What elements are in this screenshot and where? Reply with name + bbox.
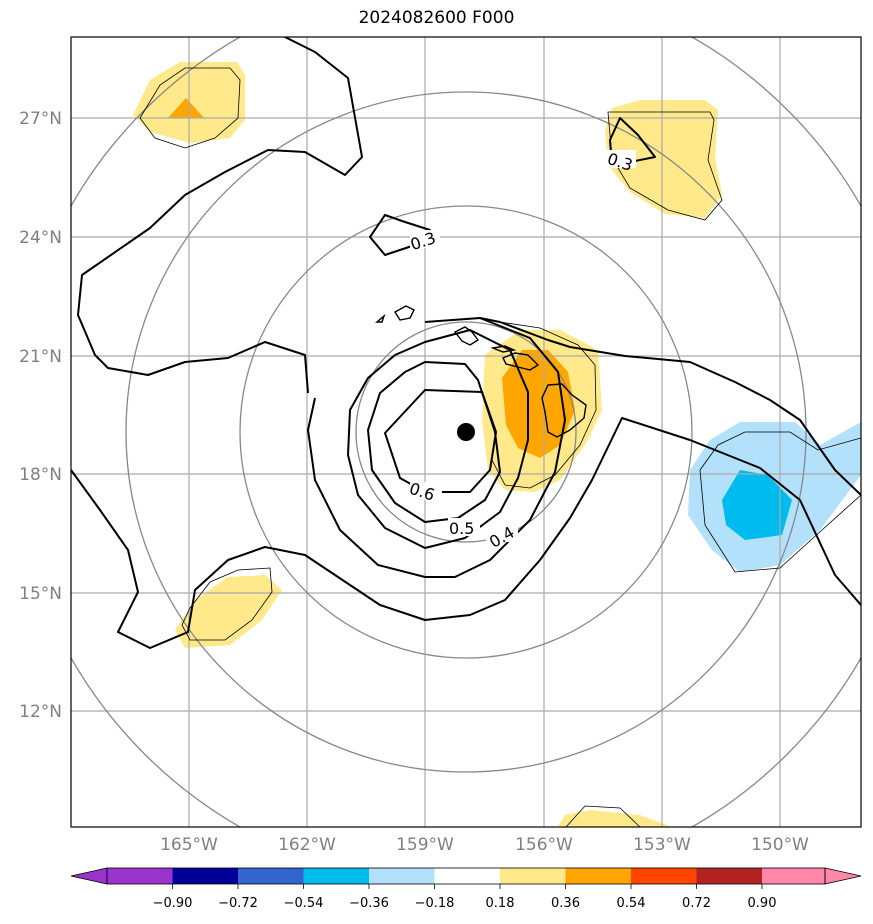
lon-label: 153°W bbox=[633, 835, 691, 855]
lat-label: 21°N bbox=[19, 347, 62, 367]
lat-label: 24°N bbox=[19, 228, 62, 248]
colorbar-tick-label: 0.72 bbox=[682, 896, 711, 911]
island-hawaii bbox=[541, 383, 587, 438]
map-title: 2024082600 F000 bbox=[358, 8, 515, 28]
fill-orange-center bbox=[502, 350, 575, 458]
colorbar-tick-label: −0.54 bbox=[284, 896, 324, 911]
lon-label: 150°W bbox=[751, 835, 809, 855]
contour-0.5 bbox=[367, 361, 501, 523]
contour-0.6 bbox=[384, 389, 497, 493]
colorbar-extend-low bbox=[70, 867, 108, 885]
colorbar-segment bbox=[500, 868, 566, 884]
colorbar-tick-label: −0.90 bbox=[153, 896, 193, 911]
contour-label-0.5: 0.5 bbox=[449, 519, 474, 538]
colorbar-tick-label: −0.18 bbox=[415, 896, 455, 911]
contours bbox=[71, 37, 861, 649]
colorbar-segment bbox=[565, 868, 631, 884]
colorbar-tick-label: −0.36 bbox=[349, 896, 389, 911]
contour-0.3-inner bbox=[307, 317, 566, 578]
contour-0.3-outer bbox=[77, 37, 363, 394]
contour-0.3-north bbox=[71, 417, 861, 649]
colorbar-tick-label: −0.72 bbox=[218, 896, 258, 911]
colorbar-segment bbox=[172, 868, 238, 884]
colorbar-segment bbox=[107, 868, 173, 884]
map-area: 0.3 0.3 0.6 0.5 0.4 bbox=[71, 37, 861, 827]
colorbar-segment bbox=[238, 868, 304, 884]
lat-ticks: 27°N 24°N 21°N 18°N 15°N 12°N bbox=[19, 109, 62, 722]
fill-yellow-ne bbox=[605, 100, 722, 218]
colorbar-tick-label: 0.90 bbox=[748, 896, 777, 911]
colorbar-segment bbox=[631, 868, 697, 884]
lon-ticks: 165°W 162°W 159°W 156°W 153°W 150°W bbox=[160, 835, 809, 855]
lon-label: 156°W bbox=[515, 835, 573, 855]
range-rings bbox=[71, 37, 861, 827]
lat-label: 27°N bbox=[19, 109, 62, 129]
island-molokai bbox=[490, 345, 517, 353]
lon-label: 162°W bbox=[278, 835, 336, 855]
colorbar-tick-label: 0.54 bbox=[617, 896, 646, 911]
island-maui bbox=[502, 352, 540, 371]
fill-cyan-east bbox=[722, 470, 792, 540]
lon-label: 159°W bbox=[396, 835, 454, 855]
island-niihau bbox=[375, 313, 386, 323]
colorbar-segment bbox=[434, 868, 500, 884]
fill-yellow-south bbox=[558, 810, 672, 827]
island-oahu bbox=[453, 326, 480, 346]
colorbar-segment bbox=[762, 868, 825, 884]
islands bbox=[375, 305, 587, 438]
island-kauai bbox=[394, 305, 415, 321]
colorbar-frame bbox=[106, 867, 826, 885]
colorbar-extend-high bbox=[824, 867, 862, 885]
colorbar: −0.90 −0.72 −0.54 −0.36 −0.18 0.18 0.36 … bbox=[70, 867, 862, 911]
contour-0.4 bbox=[347, 329, 529, 549]
lon-label: 165°W bbox=[160, 835, 218, 855]
colorbar-tick-label: 0.36 bbox=[551, 896, 580, 911]
map-frame bbox=[70, 36, 862, 828]
colorbar-segment bbox=[696, 868, 762, 884]
contour-0.3-east bbox=[479, 317, 861, 496]
colorbar-tick-marks bbox=[172, 884, 763, 889]
fill-orange-nw bbox=[168, 98, 204, 118]
lat-label: 18°N bbox=[19, 465, 62, 485]
colorbar-segment bbox=[303, 868, 369, 884]
colorbar-tick-label: 0.18 bbox=[486, 896, 515, 911]
lat-label: 12°N bbox=[19, 702, 62, 722]
lat-label: 15°N bbox=[19, 584, 62, 604]
storm-center-marker bbox=[457, 423, 475, 441]
colorbar-segment bbox=[369, 868, 435, 884]
